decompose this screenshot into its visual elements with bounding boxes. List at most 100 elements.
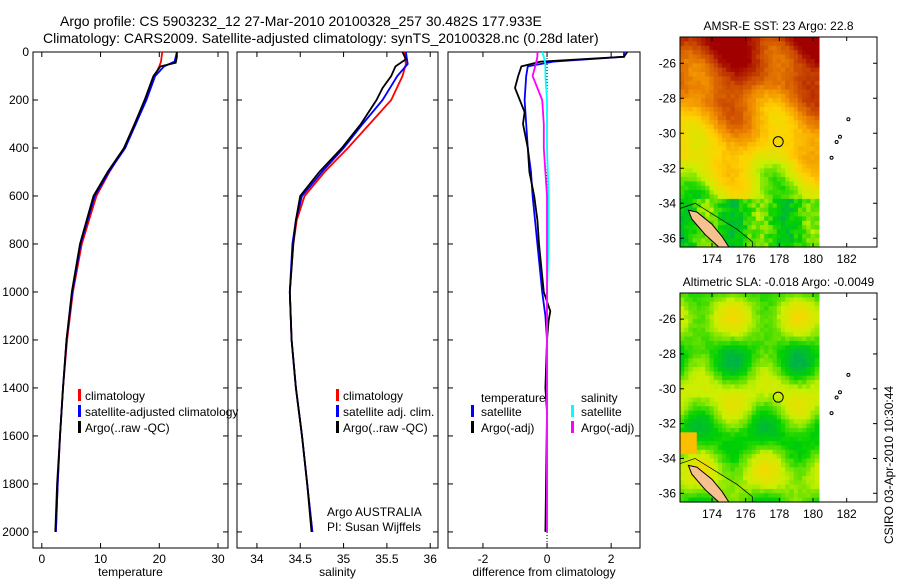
map-cell — [713, 185, 719, 191]
map-cell — [802, 115, 807, 121]
map-cell — [722, 137, 727, 143]
map-cell — [802, 445, 807, 451]
map-cell — [688, 207, 694, 213]
map-cell — [802, 375, 807, 381]
map-cell — [814, 142, 820, 147]
map-cell — [768, 454, 774, 460]
map-cell — [730, 80, 736, 86]
map-cell — [772, 207, 778, 213]
map-cell — [705, 72, 711, 77]
map-cell — [793, 233, 799, 239]
map-cell — [781, 301, 786, 307]
map-cell — [772, 480, 778, 486]
map-cell — [696, 358, 702, 364]
map-cell — [692, 155, 698, 161]
map-cell — [696, 120, 702, 126]
map-cell — [755, 85, 761, 91]
map-cell — [747, 449, 753, 455]
map-cell — [789, 488, 795, 494]
map-cell — [760, 107, 765, 112]
map-cell — [755, 349, 761, 355]
map-cell — [797, 467, 803, 473]
map-cell — [785, 120, 790, 126]
map-cell — [743, 336, 748, 342]
map-cell — [717, 137, 723, 143]
map-cell — [701, 414, 706, 420]
map-cell — [747, 172, 753, 178]
map-cell — [688, 220, 694, 226]
map-cell — [743, 216, 748, 222]
map-cell — [751, 428, 757, 433]
map-cell — [722, 340, 727, 346]
map-cell — [755, 462, 761, 468]
map-cell — [743, 362, 748, 368]
map-cell — [684, 484, 689, 490]
map-cell — [734, 85, 740, 91]
map-cell — [810, 207, 816, 213]
map-cell — [797, 445, 803, 451]
map-cell — [709, 133, 715, 139]
map-cell — [705, 133, 711, 139]
map-axes-box — [679, 36, 878, 248]
map-cell — [806, 233, 812, 239]
map-cell — [768, 349, 774, 355]
map-cell — [751, 93, 757, 99]
map-cell — [781, 198, 786, 204]
map-cell — [806, 168, 812, 174]
map-cell — [701, 388, 706, 394]
map-cell — [701, 142, 706, 147]
map-cell — [751, 242, 757, 248]
map-cell — [764, 89, 769, 95]
map-cell — [713, 203, 719, 209]
map-cell — [730, 332, 736, 338]
map-cell — [793, 181, 799, 187]
map-cell — [692, 163, 698, 169]
map-cell — [717, 142, 723, 147]
map-cell — [730, 198, 736, 204]
map-cell — [730, 115, 736, 121]
map-cell — [747, 41, 753, 47]
map-cell — [688, 72, 694, 77]
map-cell — [705, 67, 711, 73]
map-cell — [789, 111, 795, 117]
map-cell — [785, 397, 790, 403]
map-cell — [722, 233, 727, 239]
map-cell — [705, 37, 711, 42]
y-tick-label: 1800 — [2, 477, 29, 491]
map-cell — [755, 54, 761, 60]
map-cell — [730, 406, 736, 412]
map-cell — [696, 323, 702, 329]
map-cell — [810, 445, 816, 451]
map-cell — [701, 336, 706, 342]
map-cell — [696, 428, 702, 433]
map-cell — [755, 367, 761, 372]
map-cell — [688, 345, 694, 351]
map-cell — [680, 45, 685, 51]
map-cell — [772, 475, 778, 481]
map-cell — [684, 471, 689, 477]
map-cell — [738, 488, 744, 494]
map-cell — [688, 203, 694, 209]
map-cell — [785, 177, 790, 182]
map-cell — [755, 340, 761, 346]
map-cell — [814, 467, 820, 473]
map-cell — [705, 471, 711, 477]
map-cell — [747, 242, 753, 248]
map-cell — [793, 50, 799, 56]
x-tick-label: 30 — [211, 552, 225, 566]
map-cell — [730, 297, 736, 303]
map-cell — [701, 133, 706, 139]
map-cell — [764, 414, 769, 420]
map-cell — [785, 159, 790, 165]
map-cell — [772, 345, 778, 351]
map-cell — [705, 115, 711, 121]
map-cell — [781, 72, 786, 77]
map-cell — [730, 310, 736, 316]
map-cell — [743, 111, 748, 117]
map-cell — [789, 203, 795, 209]
map-cell — [738, 306, 744, 312]
map-cell — [760, 371, 765, 377]
map-cell — [705, 375, 711, 381]
map-cell — [776, 177, 782, 182]
map-cell — [802, 388, 807, 394]
